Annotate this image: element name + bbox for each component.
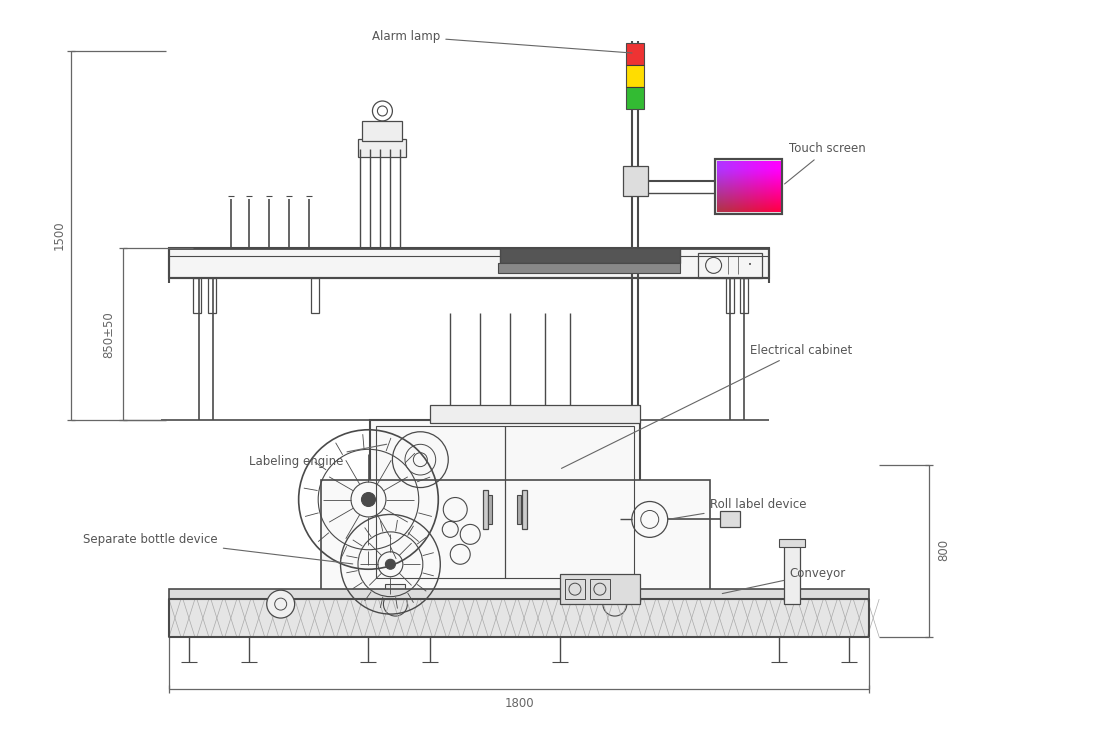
- Bar: [501, 248, 680, 263]
- Bar: [604, 584, 624, 599]
- Bar: [779, 539, 806, 548]
- Bar: [311, 279, 318, 313]
- Bar: [488, 495, 492, 525]
- Bar: [785, 545, 800, 604]
- Bar: [358, 139, 407, 157]
- Bar: [169, 589, 870, 599]
- Text: Separate bottle device: Separate bottle device: [83, 533, 352, 564]
- Text: Labeling engine: Labeling engine: [249, 444, 387, 468]
- Circle shape: [361, 492, 376, 506]
- Text: 1800: 1800: [504, 697, 534, 710]
- Text: 850±50: 850±50: [103, 311, 116, 357]
- Text: 800: 800: [937, 539, 950, 562]
- Bar: [726, 279, 734, 313]
- Bar: [625, 43, 644, 65]
- Text: Conveyor: Conveyor: [723, 567, 845, 593]
- Bar: [715, 158, 782, 214]
- Text: 1500: 1500: [53, 220, 65, 251]
- Bar: [483, 489, 488, 529]
- Text: Touch screen: Touch screen: [785, 142, 866, 184]
- Bar: [623, 166, 648, 195]
- Bar: [377, 426, 634, 579]
- Bar: [498, 263, 680, 273]
- Bar: [715, 158, 782, 214]
- Text: Roll label device: Roll label device: [671, 498, 807, 519]
- Text: Alarm lamp: Alarm lamp: [372, 29, 632, 53]
- Text: •: •: [747, 262, 751, 268]
- Bar: [320, 480, 709, 599]
- Bar: [370, 420, 640, 584]
- Bar: [193, 279, 201, 313]
- Bar: [560, 574, 640, 604]
- Bar: [362, 121, 402, 141]
- Bar: [625, 87, 644, 109]
- Circle shape: [386, 559, 396, 569]
- Bar: [430, 405, 640, 423]
- Bar: [697, 254, 762, 279]
- Bar: [719, 511, 739, 528]
- Text: Electrical cabinet: Electrical cabinet: [561, 343, 852, 469]
- Bar: [565, 579, 585, 599]
- Bar: [169, 248, 769, 279]
- Bar: [208, 279, 215, 313]
- Bar: [517, 495, 522, 525]
- Bar: [169, 599, 870, 637]
- Bar: [386, 584, 406, 599]
- Circle shape: [266, 590, 295, 618]
- Bar: [739, 279, 747, 313]
- Bar: [625, 65, 644, 87]
- Bar: [522, 489, 527, 529]
- Bar: [590, 579, 610, 599]
